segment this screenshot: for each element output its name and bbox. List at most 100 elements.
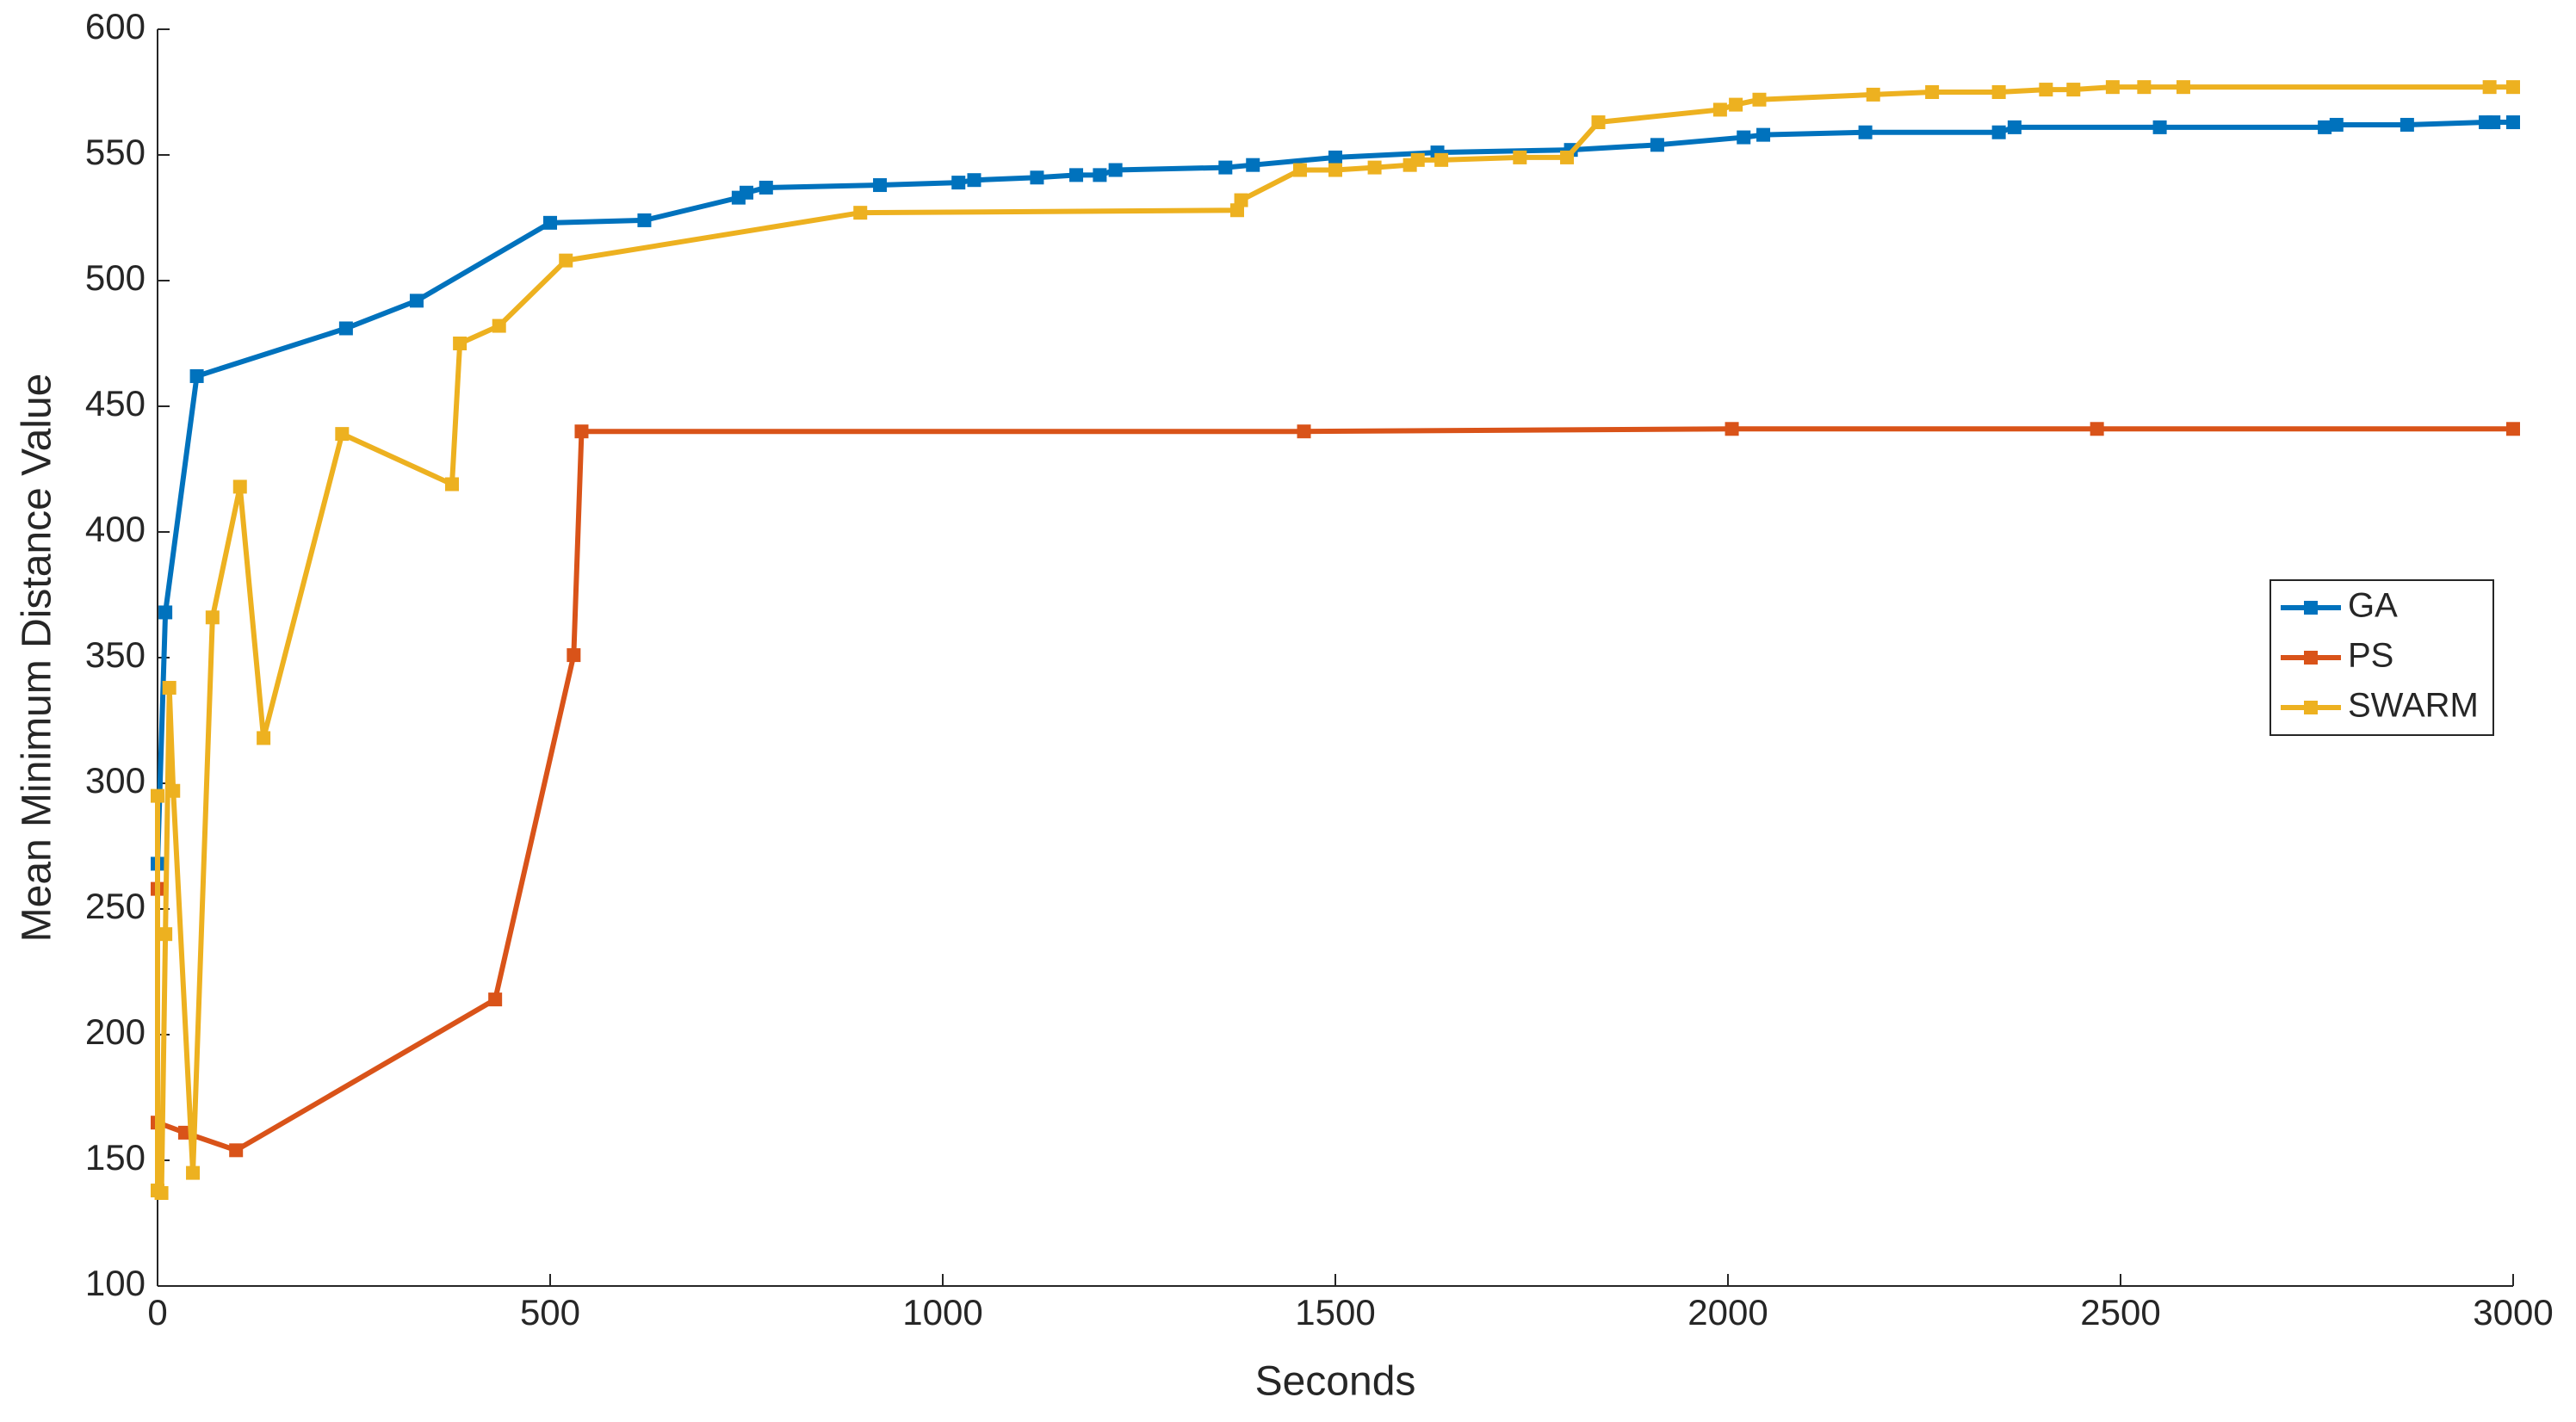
series-line	[155, 120, 2513, 864]
data-point	[567, 648, 581, 663]
legend-marker	[2304, 601, 2318, 615]
x-tick-label: 1500	[1295, 1292, 1375, 1332]
data-point	[1925, 85, 1940, 99]
data-point	[1328, 150, 1342, 164]
data-point	[853, 206, 868, 220]
data-point	[154, 1185, 169, 1200]
data-point	[2482, 80, 2497, 95]
data-point	[2400, 117, 2414, 132]
series-line	[155, 426, 2513, 1153]
x-tick-label: 2500	[2080, 1292, 2160, 1332]
data-point	[1991, 85, 2006, 99]
data-point	[559, 253, 573, 268]
data-point	[637, 213, 652, 227]
data-point	[453, 337, 468, 350]
data-point	[1729, 97, 1743, 112]
y-tick-label: 500	[85, 257, 146, 298]
legend-marker	[2304, 651, 2318, 665]
data-point	[1866, 87, 1880, 102]
data-point	[492, 318, 506, 333]
data-point	[2506, 80, 2520, 95]
data-point	[1328, 163, 1342, 177]
series-line	[155, 84, 2513, 1196]
data-point	[1030, 170, 1044, 185]
x-tick-label: 3000	[2473, 1292, 2553, 1332]
data-point	[257, 731, 271, 745]
data-point	[229, 1143, 244, 1158]
data-point	[409, 294, 424, 308]
data-point	[1858, 125, 1873, 139]
data-point	[2176, 80, 2190, 95]
data-point	[951, 176, 966, 190]
data-point	[2137, 80, 2152, 95]
data-point	[1991, 125, 2006, 139]
data-point	[574, 424, 589, 439]
data-point	[158, 927, 173, 942]
data-point	[967, 173, 981, 188]
x-tick-label: 500	[520, 1292, 580, 1332]
data-point	[2007, 120, 2022, 134]
data-point	[151, 788, 164, 803]
y-axis-label: Mean Minimum Distance Value	[15, 374, 60, 943]
data-point	[2318, 120, 2332, 134]
data-point	[1246, 158, 1260, 172]
data-point	[158, 605, 173, 620]
data-point	[873, 178, 888, 193]
data-point	[1752, 92, 1767, 107]
data-point	[205, 610, 220, 625]
y-tick-label: 350	[85, 634, 146, 675]
data-point	[189, 368, 204, 383]
data-point	[2039, 83, 2053, 97]
data-point	[1410, 152, 1425, 167]
data-point	[2066, 83, 2081, 97]
y-tick-label: 400	[85, 509, 146, 549]
data-point	[1737, 130, 1751, 145]
data-point	[2506, 422, 2520, 436]
data-point	[186, 1165, 201, 1180]
data-point	[1367, 160, 1382, 175]
y-tick-label: 550	[85, 132, 146, 172]
data-point	[1434, 152, 1449, 167]
data-point	[1712, 102, 1727, 117]
data-point	[2105, 80, 2120, 95]
data-point	[1560, 150, 1575, 164]
x-tick-label: 1000	[902, 1292, 982, 1332]
data-point	[166, 783, 181, 798]
y-tick-label: 300	[85, 760, 146, 801]
data-point	[1756, 127, 1771, 142]
data-point	[2486, 115, 2501, 130]
x-tick-label: 0	[147, 1292, 167, 1332]
y-tick-label: 200	[85, 1011, 146, 1052]
data-point	[1513, 150, 1527, 164]
data-point	[2090, 422, 2104, 436]
data-point	[1218, 160, 1233, 175]
data-point	[543, 215, 557, 230]
y-tick-label: 150	[85, 1137, 146, 1178]
y-tick-label: 250	[85, 886, 146, 926]
legend-marker	[2304, 701, 2318, 714]
data-point	[335, 427, 350, 442]
data-point	[488, 992, 503, 1007]
legend-label: SWARM	[2348, 687, 2479, 725]
data-point	[1650, 138, 1664, 152]
y-tick-label: 100	[85, 1263, 146, 1303]
data-point	[338, 321, 353, 336]
x-tick-label: 2000	[1687, 1292, 1768, 1332]
data-point	[162, 681, 176, 696]
data-point	[2329, 117, 2344, 132]
data-point	[740, 185, 753, 200]
data-point	[1297, 424, 1311, 439]
x-axis-label: Seconds	[1255, 1359, 1416, 1405]
data-point	[1725, 422, 1739, 436]
data-point	[1093, 168, 1107, 182]
data-point	[1292, 163, 1307, 177]
data-point	[1108, 163, 1123, 177]
data-point	[1591, 115, 1606, 130]
data-point	[2152, 120, 2167, 134]
data-point	[2506, 115, 2520, 130]
data-point	[1234, 193, 1248, 207]
y-tick-label: 600	[85, 6, 146, 46]
data-point	[759, 180, 773, 195]
